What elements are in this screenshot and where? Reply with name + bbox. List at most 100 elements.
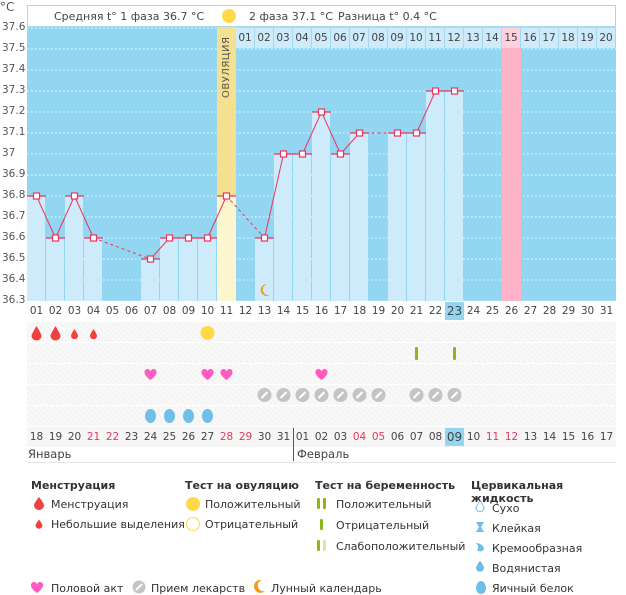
post-ovulation-day: 12 [445, 28, 464, 48]
legend-ovulation-positive: Положительный [205, 498, 301, 511]
cycle-day[interactable]: 27 [523, 305, 538, 317]
calendar-date[interactable]: 08 [428, 431, 443, 443]
calendar-date[interactable]: 31 [276, 431, 291, 443]
calendar-date[interactable]: 19 [48, 431, 63, 443]
temperature-bar [84, 238, 102, 301]
ovulation-band [217, 5, 236, 196]
calendar-date[interactable]: 15 [561, 431, 576, 443]
cycle-day[interactable]: 12 [238, 305, 253, 317]
phase2-average: 2 фаза 37.1 °C [249, 10, 333, 23]
calendar-date[interactable]: 02 [314, 431, 329, 443]
cycle-day[interactable]: 23 [445, 302, 464, 320]
cycle-day[interactable]: 21 [409, 305, 424, 317]
cycle-day[interactable]: 31 [599, 305, 614, 317]
y-tick-label: 37 [2, 147, 16, 159]
cycle-day[interactable]: 07 [143, 305, 158, 317]
temperature-line-segment [416, 90, 436, 134]
calendar-date[interactable]: 27 [200, 431, 215, 443]
calendar-date[interactable]: 13 [523, 431, 538, 443]
calendar-date[interactable]: 25 [162, 431, 177, 443]
cycle-day[interactable]: 15 [295, 305, 310, 317]
intercourse-heart-icon [144, 368, 157, 380]
calendar-date[interactable]: 04 [352, 431, 367, 443]
cycle-day[interactable]: 25 [485, 305, 500, 317]
medication-pill-stripe [260, 391, 269, 399]
temperature-bar [141, 259, 159, 301]
post-ovulation-day: 11 [426, 28, 445, 48]
calendar-date[interactable]: 09 [445, 428, 464, 446]
legend-cervical-dry: Сухо [492, 502, 520, 515]
cycle-day[interactable]: 19 [371, 305, 386, 317]
cycle-day[interactable]: 22 [428, 305, 443, 317]
cycle-day[interactable]: 29 [561, 305, 576, 317]
legend-title-pregnancy-test: Тест на беременность [315, 479, 456, 492]
calendar-date[interactable]: 20 [67, 431, 82, 443]
cycle-day[interactable]: 20 [390, 305, 405, 317]
calendar-date[interactable]: 11 [485, 431, 500, 443]
cycle-day[interactable]: 06 [124, 305, 139, 317]
calendar-date[interactable]: 14 [542, 431, 557, 443]
calendar-date[interactable]: 22 [105, 431, 120, 443]
temperature-line-segment [207, 195, 227, 239]
calendar-date[interactable]: 10 [466, 431, 481, 443]
y-tick-label: 37.5 [2, 42, 26, 54]
cycle-day[interactable]: 17 [333, 305, 348, 317]
cycle-day[interactable]: 18 [352, 305, 367, 317]
post-ovulation-day: 15 [502, 28, 521, 48]
cycle-day[interactable]: 28 [542, 305, 557, 317]
cycle-day[interactable]: 08 [162, 305, 177, 317]
cycle-day[interactable]: 04 [86, 305, 101, 317]
calendar-date[interactable]: 01 [295, 431, 310, 443]
cycle-day[interactable]: 02 [48, 305, 63, 317]
menstruation-drop-icon [71, 329, 78, 340]
cycle-day[interactable]: 10 [200, 305, 215, 317]
cervical-watery-icon [476, 560, 484, 572]
cycle-day[interactable]: 09 [181, 305, 196, 317]
temperature-line-segment [55, 195, 75, 239]
post-ovulation-day: 20 [597, 28, 616, 48]
calendar-date[interactable]: 30 [257, 431, 272, 443]
divider [27, 462, 616, 463]
cervical-egg-white-icon [145, 409, 156, 423]
cycle-day[interactable]: 30 [580, 305, 595, 317]
legend-pregnancy-weak: Слабоположительный [336, 540, 466, 553]
cycle-day[interactable]: 16 [314, 305, 329, 317]
post-ovulation-day: 16 [521, 28, 540, 48]
calendar-date[interactable]: 26 [181, 431, 196, 443]
month-label-february: Февраль [297, 447, 350, 461]
cycle-day[interactable]: 14 [276, 305, 291, 317]
calendar-date[interactable]: 16 [580, 431, 595, 443]
calendar-date[interactable]: 28 [219, 431, 234, 443]
calendar-date[interactable]: 06 [390, 431, 405, 443]
cycle-day[interactable]: 05 [105, 305, 120, 317]
calendar-date[interactable]: 07 [409, 431, 424, 443]
calendar-date-row: 18 19 20 21 22 23 24 25 26 27 28 29 30 31 01 02 03 04 05 06… [27, 428, 616, 447]
temperature-bar [445, 91, 463, 301]
calendar-date[interactable]: 03 [333, 431, 348, 443]
cycle-day[interactable]: 26 [504, 305, 519, 317]
menstruation-drop-icon [31, 326, 42, 341]
spotting-drop-icon [35, 519, 43, 529]
cycle-day[interactable]: 03 [67, 305, 82, 317]
y-tick-label: 36.6 [2, 231, 26, 243]
temperature-point [450, 87, 459, 95]
calendar-date[interactable]: 17 [599, 431, 614, 443]
cervical-dry-icon [475, 500, 485, 512]
calendar-date[interactable]: 23 [124, 431, 139, 443]
cycle-day[interactable]: 24 [466, 305, 481, 317]
calendar-date[interactable]: 18 [29, 431, 44, 443]
calendar-date[interactable]: 21 [86, 431, 101, 443]
cycle-day[interactable]: 13 [257, 305, 272, 317]
cycle-day[interactable]: 01 [29, 305, 44, 317]
calendar-date[interactable]: 05 [371, 431, 386, 443]
calendar-date[interactable]: 29 [238, 431, 253, 443]
ovulation-positive-icon [186, 497, 200, 511]
legend-cervical-watery: Водянистая [492, 562, 561, 575]
temperature-bar [388, 133, 406, 301]
cycle-day[interactable]: 11 [219, 305, 234, 317]
post-ovulation-day: 18 [559, 28, 578, 48]
calendar-date[interactable]: 12 [504, 431, 519, 443]
temperature-point [165, 234, 174, 242]
calendar-date[interactable]: 24 [143, 431, 158, 443]
post-ovulation-day: 19 [578, 28, 597, 48]
